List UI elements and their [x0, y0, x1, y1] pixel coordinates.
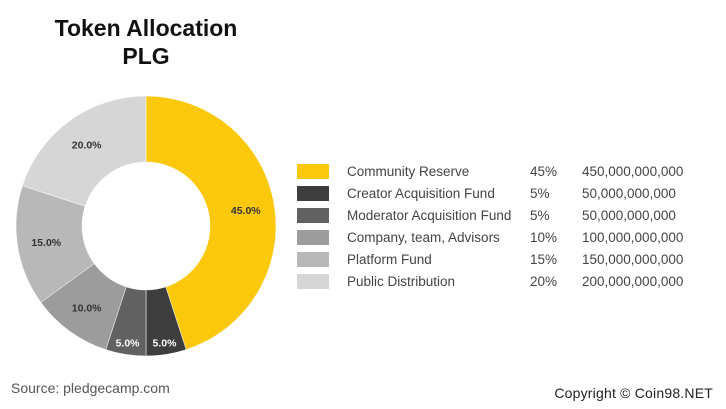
- legend-swatch: [297, 251, 329, 267]
- legend-name: Community Reserve: [347, 163, 470, 179]
- legend-swatch: [297, 207, 329, 223]
- legend-percent: 10%: [530, 229, 558, 245]
- legend-percent: 45%: [530, 163, 558, 179]
- donut-slice-6: [22, 95, 147, 207]
- chart-subtitle: PLG: [122, 43, 170, 69]
- legend-row: Company, team, Advisors 10% 100,000,000,00…: [297, 226, 683, 248]
- legend-name: Moderator Acquisition Fund: [347, 207, 512, 223]
- chart-title: Token Allocation PLG: [28, 14, 264, 70]
- donut-slice-label-6: 20.0%: [72, 139, 102, 151]
- legend-name: Company, team, Advisors: [347, 229, 500, 245]
- legend-swatch: [297, 273, 329, 289]
- legend-swatch: [297, 163, 329, 179]
- donut-slice-label-4: 10.0%: [72, 303, 102, 315]
- donut-slice-label-1: 45.0%: [231, 205, 261, 217]
- legend-percent: 5%: [530, 207, 550, 223]
- legend-amount: 450,000,000,000: [582, 163, 684, 179]
- legend-row: Platform Fund 15% 150,000,000,000: [297, 248, 683, 270]
- legend-row: Public Distribution 20% 200,000,000,000: [297, 270, 683, 292]
- legend-row: Creator Acquisition Fund 5% 50,000,000,000: [297, 182, 683, 204]
- source-note: Source: pledgecamp.com: [11, 380, 170, 396]
- legend-percent: 20%: [530, 273, 558, 289]
- legend-name: Public Distribution: [347, 273, 456, 289]
- donut-slice-1: [145, 95, 277, 350]
- legend-row: Moderator Acquisition Fund 5% 50,000,000,0…: [297, 204, 683, 226]
- legend-amount: 100,000,000,000: [582, 229, 684, 245]
- legend-amount: 150,000,000,000: [582, 251, 684, 267]
- donut-chart: 45.0% 5.0% 5.0% 10.0% 15.0% 20.0%: [15, 95, 277, 357]
- legend-row: Community Reserve 45% 450,000,000,000: [297, 160, 683, 182]
- legend-amount: 50,000,000,000: [582, 207, 676, 223]
- donut-slice-label-2: 5.0%: [152, 338, 177, 350]
- legend-swatch: [297, 229, 329, 245]
- legend-swatch: [297, 185, 329, 201]
- copyright-note: Copyright © Coin98.NET: [554, 385, 713, 401]
- chart-title-main: Token Allocation: [54, 15, 238, 41]
- legend-percent: 5%: [530, 185, 550, 201]
- donut-slice-label-3: 5.0%: [116, 338, 141, 350]
- donut-slice-label-5: 15.0%: [31, 237, 61, 249]
- legend-name: Platform Fund: [347, 251, 432, 267]
- legend-amount: 200,000,000,000: [582, 273, 684, 289]
- legend-percent: 15%: [530, 251, 558, 267]
- legend-amount: 50,000,000,000: [582, 185, 676, 201]
- chart-legend: Community Reserve 45% 450,000,000,000 Creat…: [297, 160, 683, 292]
- legend-name: Creator Acquisition Fund: [347, 185, 495, 201]
